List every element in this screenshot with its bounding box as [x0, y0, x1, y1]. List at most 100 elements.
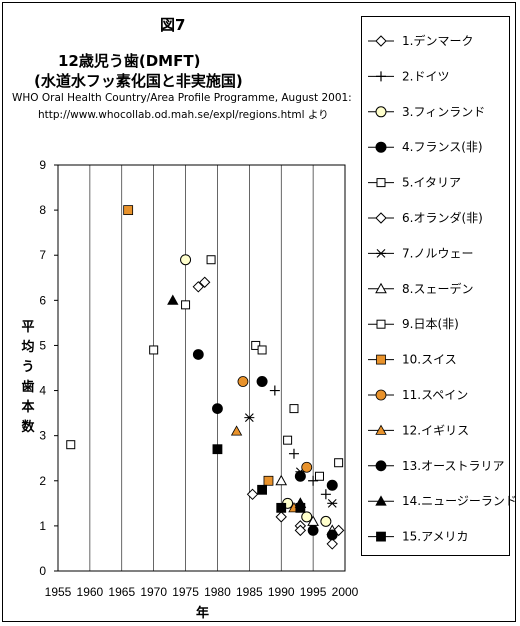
data-point — [257, 484, 267, 495]
data-point — [263, 475, 274, 486]
data-point — [327, 498, 338, 508]
x-axis-label: 年 — [196, 606, 210, 621]
legend-entry: 2.ドイツ — [402, 69, 449, 83]
figure-label: 図7 — [160, 16, 186, 34]
legend-marker — [375, 282, 387, 294]
legend-marker — [375, 35, 387, 47]
y-tick-label: 4 — [39, 384, 46, 398]
data-point — [295, 502, 306, 513]
data-point — [206, 255, 216, 265]
data-point — [283, 435, 293, 445]
data-point — [294, 470, 306, 482]
legend-marker — [375, 424, 387, 435]
data-point — [181, 300, 191, 310]
legend-entry: 6.オランダ(非) — [402, 210, 483, 225]
data-point — [212, 444, 223, 455]
data-point — [308, 475, 319, 486]
x-tick-label: 1995 — [300, 585, 327, 599]
legend-entry: 11.スペイン — [402, 388, 468, 402]
data-point — [320, 515, 332, 527]
y-tick-label: 7 — [39, 248, 46, 262]
legend-marker — [376, 178, 386, 188]
x-tick-label: 1965 — [108, 585, 135, 599]
legend-entry: 14.ニュージーランド — [402, 494, 517, 508]
data-point — [301, 461, 313, 473]
data-point — [275, 474, 288, 486]
legend-entry: 7.ノルウェー — [402, 246, 473, 260]
legend-marker — [375, 106, 387, 118]
data-point — [230, 425, 243, 436]
data-point — [326, 538, 338, 550]
data-point — [123, 205, 134, 216]
source-line: WHO Oral Health Country/Area Profile Pro… — [12, 92, 352, 104]
data-point — [244, 413, 255, 423]
legend-marker — [376, 319, 386, 329]
chart-title: 12歳児う歯(DMFT) — [58, 52, 201, 70]
data-point — [192, 281, 205, 293]
legend-marker — [375, 212, 387, 224]
data-point — [276, 502, 287, 513]
data-point — [198, 276, 211, 288]
legend-marker — [376, 249, 386, 258]
data-point — [66, 440, 76, 450]
legend-box — [361, 16, 510, 556]
legend-marker — [375, 460, 387, 472]
chart-subtitle: (水道水フッ素化国と非実施国) — [34, 72, 243, 90]
legend-marker — [375, 495, 387, 506]
y-tick-label: 0 — [39, 564, 46, 578]
y-tick-label: 9 — [39, 158, 46, 172]
y-tick-label: 5 — [39, 338, 46, 352]
data-point — [326, 479, 338, 491]
y-tick-label: 8 — [39, 203, 46, 217]
legend-entry: 15.アメリカ — [402, 530, 468, 544]
x-tick-label: 1985 — [236, 585, 263, 599]
data-point — [237, 376, 249, 387]
x-tick-label: 1990 — [268, 585, 295, 599]
data-point — [251, 340, 261, 350]
x-tick-label: 2000 — [332, 585, 359, 599]
x-tick-label: 1980 — [204, 585, 231, 599]
data-point — [167, 294, 179, 305]
legend-entry: 4.フランス(非) — [402, 140, 483, 154]
x-tick-label: 1960 — [77, 585, 104, 599]
data-point — [314, 471, 324, 481]
legend-entry: 8.スェーデン — [402, 281, 473, 296]
x-tick-label: 1970 — [140, 585, 167, 599]
data-point — [326, 529, 338, 541]
data-point — [320, 489, 331, 500]
data-point — [301, 511, 313, 523]
legend-marker — [375, 389, 387, 401]
legend-entry: 12.イギリス — [402, 423, 469, 437]
data-point — [180, 254, 192, 266]
source-url: http://www.whocollab.od.mah.se/expl/regi… — [38, 109, 329, 121]
data-point — [334, 458, 344, 468]
legend-entry: 9.日本(非) — [402, 317, 459, 331]
y-tick-label: 6 — [39, 293, 46, 307]
y-tick-label: 3 — [39, 429, 46, 443]
data-point — [257, 345, 267, 355]
y-tick-label: 1 — [39, 519, 46, 533]
figure-frame — [2, 2, 516, 622]
data-point — [256, 376, 268, 388]
legend-marker — [376, 71, 386, 82]
data-point — [294, 524, 307, 537]
legend-entry: 1.デンマーク — [402, 33, 473, 48]
y-axis-label: 平均う歯本数 — [21, 320, 35, 435]
y-tick-label: 2 — [39, 474, 46, 488]
x-tick-label: 1955 — [45, 585, 72, 599]
data-point — [246, 488, 259, 501]
data-point — [275, 511, 287, 523]
legend-marker — [376, 531, 386, 542]
legend-entry: 5.イタリア — [402, 176, 461, 190]
data-point — [212, 403, 223, 415]
legend-entry: 13.オーストラリア — [402, 459, 505, 473]
data-point — [307, 525, 319, 536]
data-point — [269, 385, 280, 396]
legend-marker — [376, 354, 386, 365]
data-point — [192, 349, 204, 360]
data-point — [288, 448, 299, 459]
legend-entry: 3.フィンランド — [402, 105, 485, 119]
data-point — [149, 345, 159, 355]
x-tick-label: 1975 — [172, 585, 199, 599]
